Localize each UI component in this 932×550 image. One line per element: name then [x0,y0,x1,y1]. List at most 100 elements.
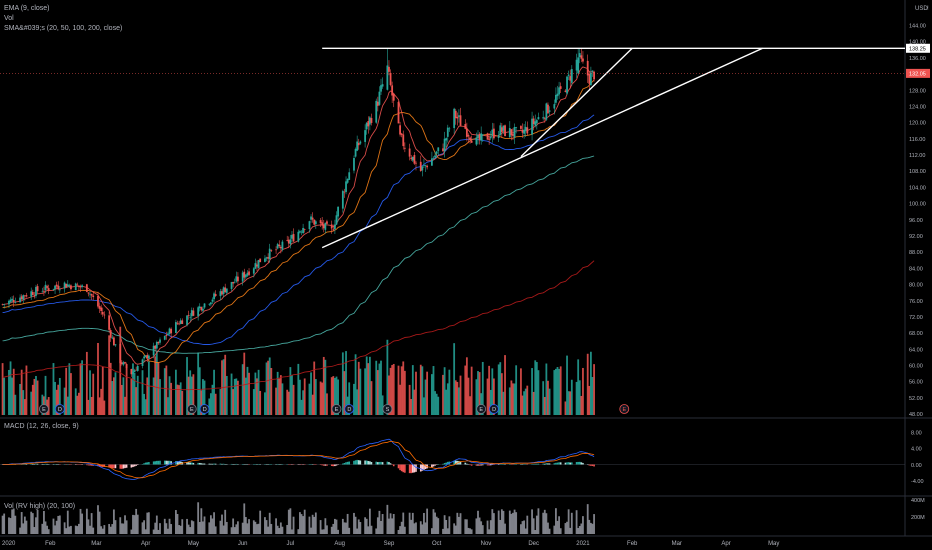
volume-rv-bar [537,508,540,534]
volume-rv-bar [44,521,47,534]
volume-rv-bar [368,508,371,534]
volume-rv-bar [135,508,138,534]
volume-bar [181,390,184,415]
volume-rv-bar [43,510,45,534]
macd-histogram-bar [146,462,149,465]
macd-histogram-bar [353,460,355,465]
volume-rv-bar [297,529,300,534]
price-tick-label: 96.00 [909,218,923,224]
trendlines[interactable] [0,47,905,249]
macd-histogram-bar [536,463,538,465]
candle-body [493,128,495,139]
candle-body [368,117,371,125]
macd-histogram-bar [32,463,34,465]
volume-rv-bar [74,525,77,534]
volume-rv-bar [310,527,312,534]
trendline-2 [520,47,633,158]
candle-body [555,94,557,103]
volume-bar [36,380,39,415]
time-tick-label: May [768,541,779,547]
volume-bar [391,365,394,415]
volume-bar [47,397,50,415]
macd-histogram-bar [109,464,112,469]
volume-bar [243,352,246,415]
macd-histogram-bar [432,464,435,467]
candle-body [241,272,244,282]
macd-histogram-bar [412,464,414,473]
candle-body [31,291,34,296]
candle-body [558,87,560,95]
volume-bar [445,389,448,415]
volume-rv-bar [308,516,311,534]
macd-histogram-bar [86,464,88,466]
volume-rv-bar [292,516,295,534]
candle-body [225,288,228,293]
volume-rv-bar [448,516,451,534]
candle-body [175,322,177,333]
volume-rv-bar [246,523,249,534]
candle-body [424,165,427,167]
volume-rv-bar [132,514,134,534]
volume-rv-bar [76,526,79,534]
volume-bar [79,363,82,415]
candle-body [543,117,546,119]
candle-body [567,74,570,76]
macd-histogram-bar [335,464,338,466]
volume-rv-bar [300,514,303,534]
volume-rv-bar [163,518,166,534]
volume-bar [419,364,422,415]
volume-rv-bar [63,522,66,534]
volume-bar [411,365,414,415]
volume-bar [9,361,12,415]
volume-rv-bar [564,523,567,534]
candle-body [489,136,492,139]
volume-bar [458,387,460,415]
macd-histogram-bar [163,460,166,465]
candle-body [267,257,270,259]
volume-bar [70,373,72,415]
volume-rv-bar [114,520,117,534]
volume-bar [435,393,438,415]
volume-bar [289,367,292,415]
volume-bar [189,370,192,415]
macd-histogram-bar [359,460,362,465]
macd-histogram-bar [386,461,389,465]
volume-bar [392,363,395,415]
resistance-label-box [906,43,930,53]
volume-rv-bar [136,514,139,534]
candle-body [545,103,548,120]
volume-rv-bar [586,504,589,534]
candle-body [111,337,114,339]
macd-histogram-bar [121,464,123,469]
candle-body [19,297,21,303]
candle-body [200,307,203,311]
volume-rv-bar [124,515,126,534]
volume-bar [224,354,227,415]
volume-rv-bar [542,512,545,534]
volume-rv-bar [66,510,69,534]
volume-rv-bar [141,522,144,534]
candle-body [380,85,382,92]
volume-bar [248,372,250,415]
volume-rv-bar [23,516,26,534]
macd-histogram-bar [442,463,444,465]
volume-bar [486,378,489,415]
macd-histogram-bar [100,464,102,467]
volume-rv-bar [378,510,381,534]
candle-body [508,128,511,138]
macd-histogram-bar [402,464,405,473]
volume-rv-bar [146,512,149,534]
volume-rv-bar [19,527,21,534]
volume-rv-bar [289,508,292,534]
volume-rv-bar [337,529,339,534]
volume-rv-bar [119,517,122,534]
volume-bar [25,365,28,415]
volume-bar [92,373,95,415]
candle-body [499,125,502,136]
price-axis: 144.00 140.00 136.00 128.00 124.00 120.00 116.… [909,24,926,419]
volume-rv-bar [464,519,467,534]
candle-body [443,138,446,152]
candle-body [497,134,500,138]
